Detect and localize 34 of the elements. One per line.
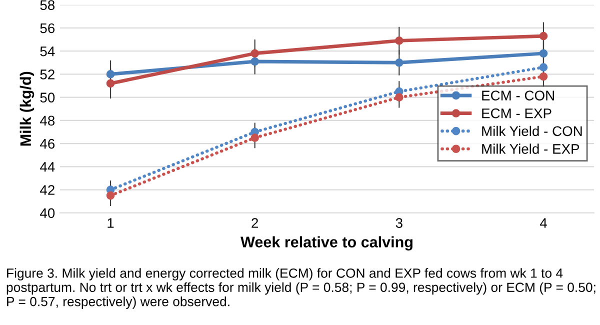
legend-label: Milk Yield - CON xyxy=(482,126,582,136)
caption: Figure 3. Milk yield and energy corrected milk (ECM) for CON and EXP fed cows from wk 1 to 4 postpartum. No trt or trt x wk effects for milk yield (P = 0.58; P = 0.99, respectively) or ECM (P = 0.50; P = 0.57, respectively) were observed. xyxy=(6,268,596,309)
y-tick-label: 44 xyxy=(40,162,55,172)
y-tick-label: 52 xyxy=(40,70,54,80)
point xyxy=(106,79,115,88)
point xyxy=(539,72,548,81)
legend-label: Milk Yield - EXP xyxy=(482,144,580,154)
y-tick-label: 58 xyxy=(40,0,55,10)
y-tick-label: 48 xyxy=(40,116,55,126)
y-tick-label: 46 xyxy=(40,138,55,149)
legend-label: ECM - CON xyxy=(482,90,554,100)
y-tick-label: 56 xyxy=(40,23,55,34)
x-tick-label: 2 xyxy=(252,218,258,228)
point xyxy=(539,32,548,40)
point xyxy=(250,57,260,66)
point xyxy=(394,36,404,45)
y-axis-title: Milk (kg/d) xyxy=(20,72,34,146)
y-tick-label: 54 xyxy=(40,46,55,56)
x-tick-label: 3 xyxy=(396,218,402,228)
point xyxy=(250,49,260,58)
x-tick-label: 4 xyxy=(540,218,547,228)
x-axis-title: Week relative to calving xyxy=(240,236,412,251)
point xyxy=(250,134,260,142)
point xyxy=(394,58,404,67)
legend-label: ECM - EXP xyxy=(482,108,552,118)
point xyxy=(394,93,404,102)
x-tick-label: 1 xyxy=(108,218,114,228)
point xyxy=(539,49,548,58)
point xyxy=(539,63,548,72)
y-tick-label: 42 xyxy=(40,185,54,195)
point xyxy=(106,191,115,200)
y-tick-label: 40 xyxy=(40,208,55,218)
point xyxy=(106,70,115,78)
y-tick-label: 50 xyxy=(40,92,55,102)
